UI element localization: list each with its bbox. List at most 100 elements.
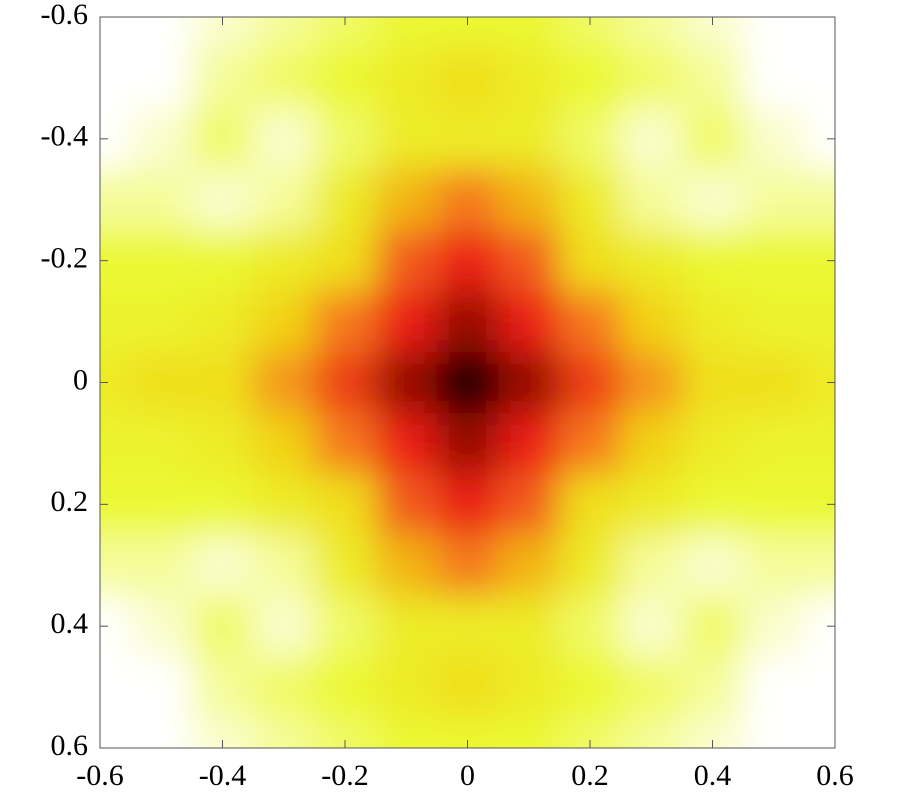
heat-cell — [375, 352, 438, 414]
heat-cell — [314, 412, 377, 475]
heat-cell — [100, 291, 132, 353]
heat-cell — [314, 473, 377, 536]
heat-cell — [804, 230, 835, 292]
heat-cell — [681, 595, 744, 658]
x-tick-label: -0.2 — [321, 759, 369, 792]
heat-cell — [253, 473, 315, 536]
heat-cell — [559, 47, 622, 109]
heat-cell — [375, 169, 438, 231]
heat-cell — [743, 595, 805, 658]
heat-cell — [100, 169, 132, 231]
x-tick-label: 0.2 — [571, 759, 609, 792]
heat-cell — [436, 534, 499, 597]
heat-cell — [314, 230, 377, 292]
heat-cell — [498, 473, 560, 536]
heat-cell — [375, 108, 438, 170]
heat-cell — [253, 656, 315, 719]
heat-cell — [498, 169, 560, 231]
heat-cell — [743, 291, 805, 353]
heat-cell — [253, 534, 315, 597]
heat-cell — [100, 17, 132, 48]
heat-cell — [498, 108, 560, 170]
heat-cell — [681, 352, 744, 414]
heat-cell — [804, 656, 835, 719]
heat-cell — [804, 47, 835, 109]
heat-cell — [130, 108, 193, 170]
heat-cell — [130, 47, 193, 109]
heat-cell — [375, 717, 438, 748]
heat-cell — [681, 108, 744, 170]
heat-cell — [620, 717, 683, 748]
heat-cell — [620, 291, 683, 353]
heat-cell — [100, 534, 132, 597]
heat-cell — [743, 352, 805, 414]
heat-cell — [436, 352, 499, 414]
heat-cell — [620, 47, 683, 109]
heat-cell — [191, 352, 254, 414]
x-tick-label: 0.4 — [694, 759, 732, 792]
x-tick-label: -0.6 — [76, 759, 124, 792]
heat-cell — [620, 534, 683, 597]
heat-cell — [743, 534, 805, 597]
heat-cell — [681, 473, 744, 536]
heat-cell — [620, 352, 683, 414]
heat-cell — [100, 47, 132, 109]
heatmap — [100, 17, 835, 748]
heat-cell — [559, 595, 622, 658]
heat-cell — [620, 17, 683, 48]
heat-cell — [191, 291, 254, 353]
heat-cell — [804, 717, 835, 748]
heat-cell — [498, 412, 560, 475]
heat-cell — [559, 230, 622, 292]
y-tick-label: 0.4 — [51, 607, 89, 640]
heat-cell — [620, 656, 683, 719]
heat-cell — [804, 595, 835, 658]
heat-cell — [436, 169, 499, 231]
heat-cell — [436, 47, 499, 109]
heat-cell — [743, 412, 805, 475]
heat-cell — [743, 230, 805, 292]
heat-cell — [498, 17, 560, 48]
heat-cell — [130, 291, 193, 353]
heat-cell — [559, 169, 622, 231]
heat-cell — [436, 412, 499, 475]
heat-cell — [100, 717, 132, 748]
heat-cell — [804, 412, 835, 475]
y-tick-label: 0 — [73, 363, 88, 396]
heat-cell — [436, 108, 499, 170]
heat-cell — [130, 717, 193, 748]
heat-cell — [314, 656, 377, 719]
heat-cell — [375, 595, 438, 658]
heat-cell — [130, 17, 193, 48]
heat-cell — [681, 412, 744, 475]
heat-cell — [375, 412, 438, 475]
heat-cell — [375, 656, 438, 719]
heat-cell — [191, 412, 254, 475]
heat-cell — [253, 412, 315, 475]
heat-cell — [559, 473, 622, 536]
heat-cell — [191, 230, 254, 292]
heat-cell — [620, 108, 683, 170]
heat-cell — [498, 47, 560, 109]
y-tick-label: 0.6 — [51, 729, 89, 762]
heat-cell — [130, 230, 193, 292]
y-tick-label: 0.2 — [51, 485, 89, 518]
heat-cell — [804, 108, 835, 170]
heat-cell — [559, 108, 622, 170]
heat-cell — [130, 656, 193, 719]
heat-cell — [375, 230, 438, 292]
heat-cell — [804, 473, 835, 536]
y-tick-label: -0.4 — [41, 120, 89, 153]
heat-cell — [253, 17, 315, 48]
heat-cell — [130, 473, 193, 536]
x-tick-label: 0.6 — [816, 759, 854, 792]
heat-cell — [191, 656, 254, 719]
heat-cell — [681, 291, 744, 353]
heat-cell — [253, 108, 315, 170]
heat-cell — [681, 534, 744, 597]
heat-cell — [743, 656, 805, 719]
heat-cell — [314, 534, 377, 597]
heat-cell — [314, 595, 377, 658]
heat-cell — [743, 17, 805, 48]
heat-cell — [191, 169, 254, 231]
